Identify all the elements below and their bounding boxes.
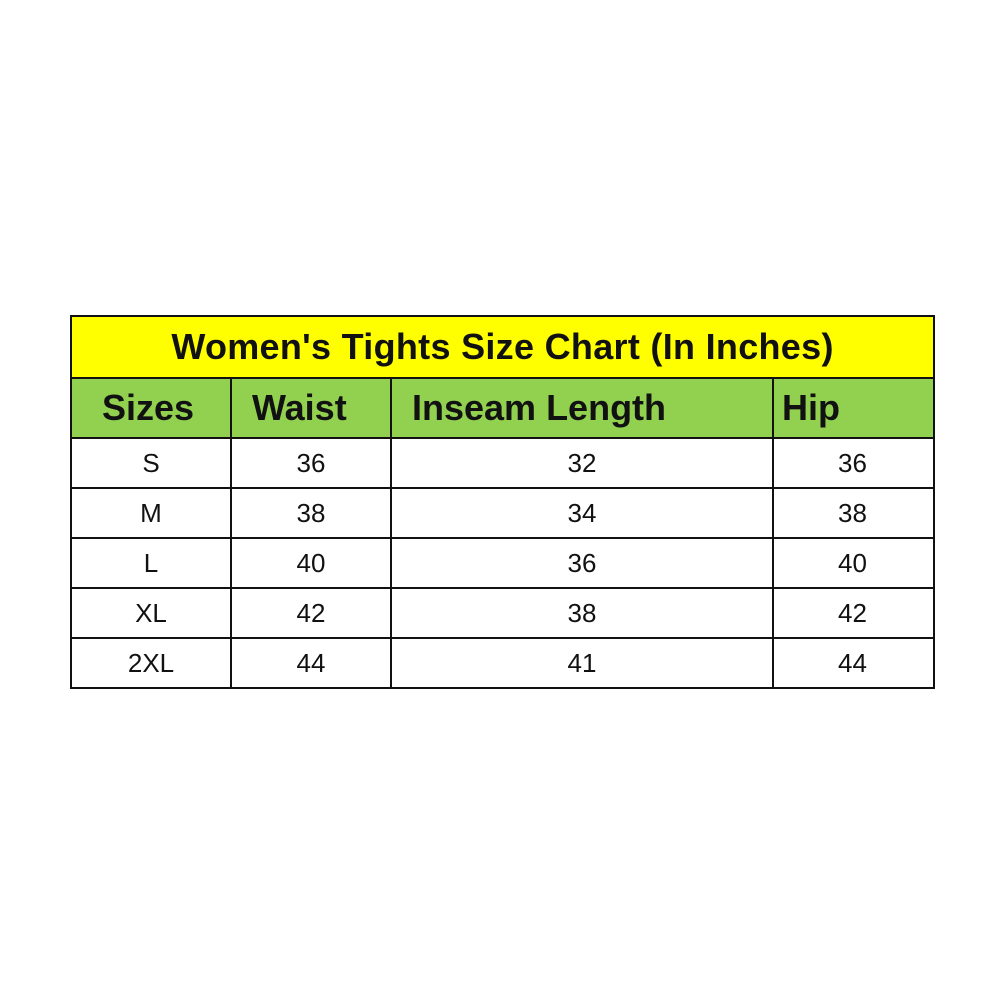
header-row: Sizes Waist Inseam Length Hip (70, 377, 936, 439)
cell-inseam: 32 (390, 437, 774, 489)
table-row: M 38 34 38 (70, 487, 936, 539)
table-row: XL 42 38 42 (70, 587, 936, 639)
header-hip: Hip (771, 377, 936, 439)
header-sizes: Sizes (70, 377, 232, 439)
cell-inseam: 34 (390, 487, 774, 539)
cell-hip: 44 (771, 637, 936, 689)
cell-size: S (70, 437, 232, 489)
cell-inseam: 36 (390, 537, 774, 589)
cell-waist: 40 (230, 537, 392, 589)
cell-waist: 42 (230, 587, 392, 639)
size-chart-table: Women's Tights Size Chart (In Inches) Si… (69, 315, 936, 689)
cell-inseam: 38 (390, 587, 774, 639)
cell-inseam: 41 (390, 637, 774, 689)
cell-waist: 36 (230, 437, 392, 489)
table-title: Women's Tights Size Chart (In Inches) (69, 315, 936, 379)
cell-waist: 38 (230, 487, 392, 539)
cell-hip: 40 (771, 537, 936, 589)
cell-size: 2XL (70, 637, 232, 689)
cell-waist: 44 (230, 637, 392, 689)
table-row: L 40 36 40 (70, 537, 936, 589)
table-row: 2XL 44 41 44 (70, 637, 936, 689)
cell-hip: 38 (771, 487, 936, 539)
cell-hip: 36 (771, 437, 936, 489)
cell-size: L (70, 537, 232, 589)
cell-size: XL (70, 587, 232, 639)
table-row: S 36 32 36 (70, 437, 936, 489)
cell-hip: 42 (771, 587, 936, 639)
title-row: Women's Tights Size Chart (In Inches) (69, 315, 936, 379)
cell-size: M (70, 487, 232, 539)
header-inseam-length: Inseam Length (390, 377, 774, 439)
header-waist: Waist (230, 377, 392, 439)
